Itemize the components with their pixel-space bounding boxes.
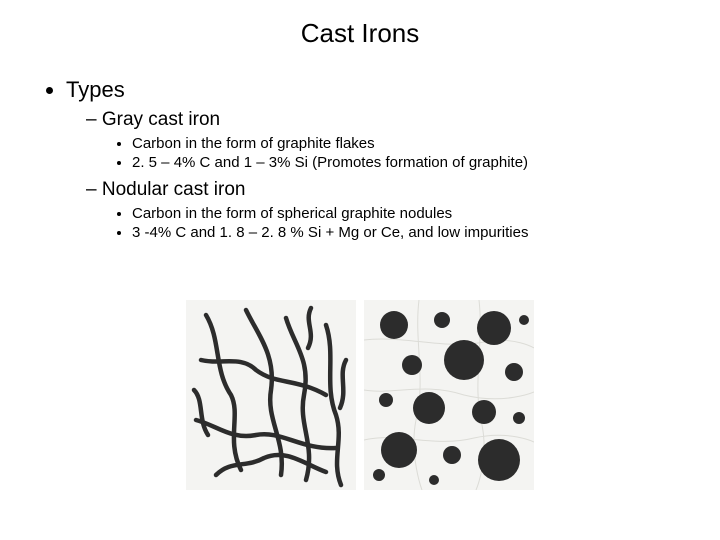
figure-row (0, 300, 720, 490)
subtype-nodular: Nodular cast iron Carbon in the form of … (86, 179, 690, 241)
subtype-nodular-label: Nodular cast iron (102, 179, 246, 200)
figure-nodular-spheres (364, 300, 534, 490)
slide: Cast Irons Types Gray cast iron Carbon i… (0, 0, 720, 540)
nodular-details: Carbon in the form of spherical graphite… (86, 205, 690, 241)
nodular-detail-2: 3 -4% C and 1. 8 – 2. 8 % Si + Mg or Ce,… (132, 224, 690, 241)
subtype-list: Gray cast iron Carbon in the form of gra… (66, 109, 690, 241)
figure-gray-flakes (186, 300, 356, 490)
subtype-gray: Gray cast iron Carbon in the form of gra… (86, 109, 690, 171)
slide-title: Cast Irons (30, 18, 690, 49)
nodular-detail-1: Carbon in the form of spherical graphite… (132, 205, 690, 222)
gray-detail-2: 2. 5 – 4% C and 1 – 3% Si (Promotes form… (132, 154, 690, 171)
bullet-types: Types Gray cast iron Carbon in the form … (66, 77, 690, 241)
bullet-list: Types Gray cast iron Carbon in the form … (30, 77, 690, 241)
gray-detail-1: Carbon in the form of graphite flakes (132, 135, 690, 152)
bullet-types-label: Types (66, 77, 125, 102)
gray-details: Carbon in the form of graphite flakes 2.… (86, 135, 690, 171)
subtype-gray-label: Gray cast iron (102, 109, 220, 130)
